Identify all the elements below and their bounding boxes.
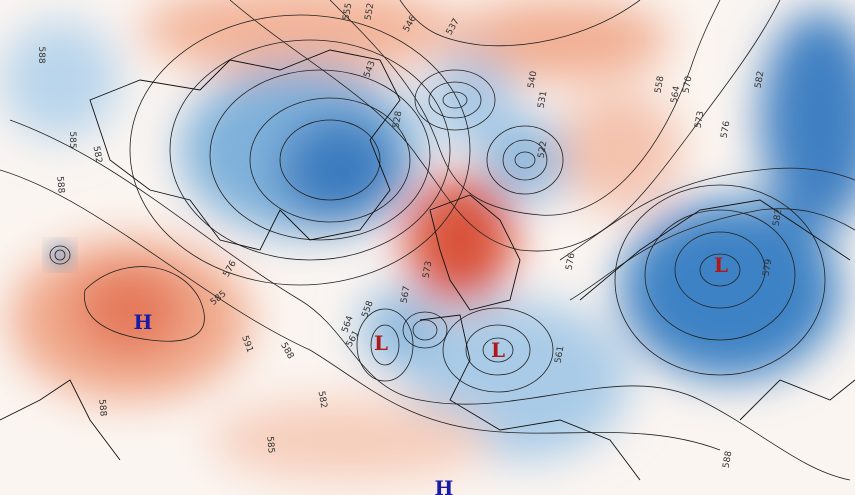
contour-label: 540 [527,70,540,89]
pressure-center: L [374,331,388,355]
contour-label: 579 [762,258,775,277]
contour-label: 522 [537,140,550,159]
contour-label: 588 [54,176,65,194]
contour-label: 588 [722,450,735,469]
contour-label: 576 [565,252,578,271]
contour-label: 585 [67,131,77,148]
contour-label: 585 [264,436,275,454]
contour-label: 573 [422,260,435,279]
contour-label: 570 [682,75,695,94]
contour-label: 582 [316,390,329,409]
coastlines [0,49,855,481]
pressure-center: L [491,338,505,362]
contour-label: 528 [392,110,405,129]
contour-label: 564 [670,85,683,104]
contour-label: 552 [364,2,377,21]
contour-label: 561 [554,345,567,364]
pressure-center: H [134,310,153,334]
contour-label: 582 [91,145,104,164]
contour-label: 588 [96,399,107,417]
contour-label: 588 [36,46,46,63]
pressure-center: L [714,253,728,277]
isobars [0,0,855,481]
contour-label: 582 [754,70,767,89]
pressure-center: H [435,476,454,495]
contour-label: 558 [654,75,667,94]
contour-label: 531 [537,90,550,109]
contour-label: 582 [772,208,785,227]
contour-label: 567 [400,285,413,304]
contour-label: 573 [694,110,707,129]
contour-label: 555 [342,2,355,21]
contour-label: 576 [720,120,733,139]
